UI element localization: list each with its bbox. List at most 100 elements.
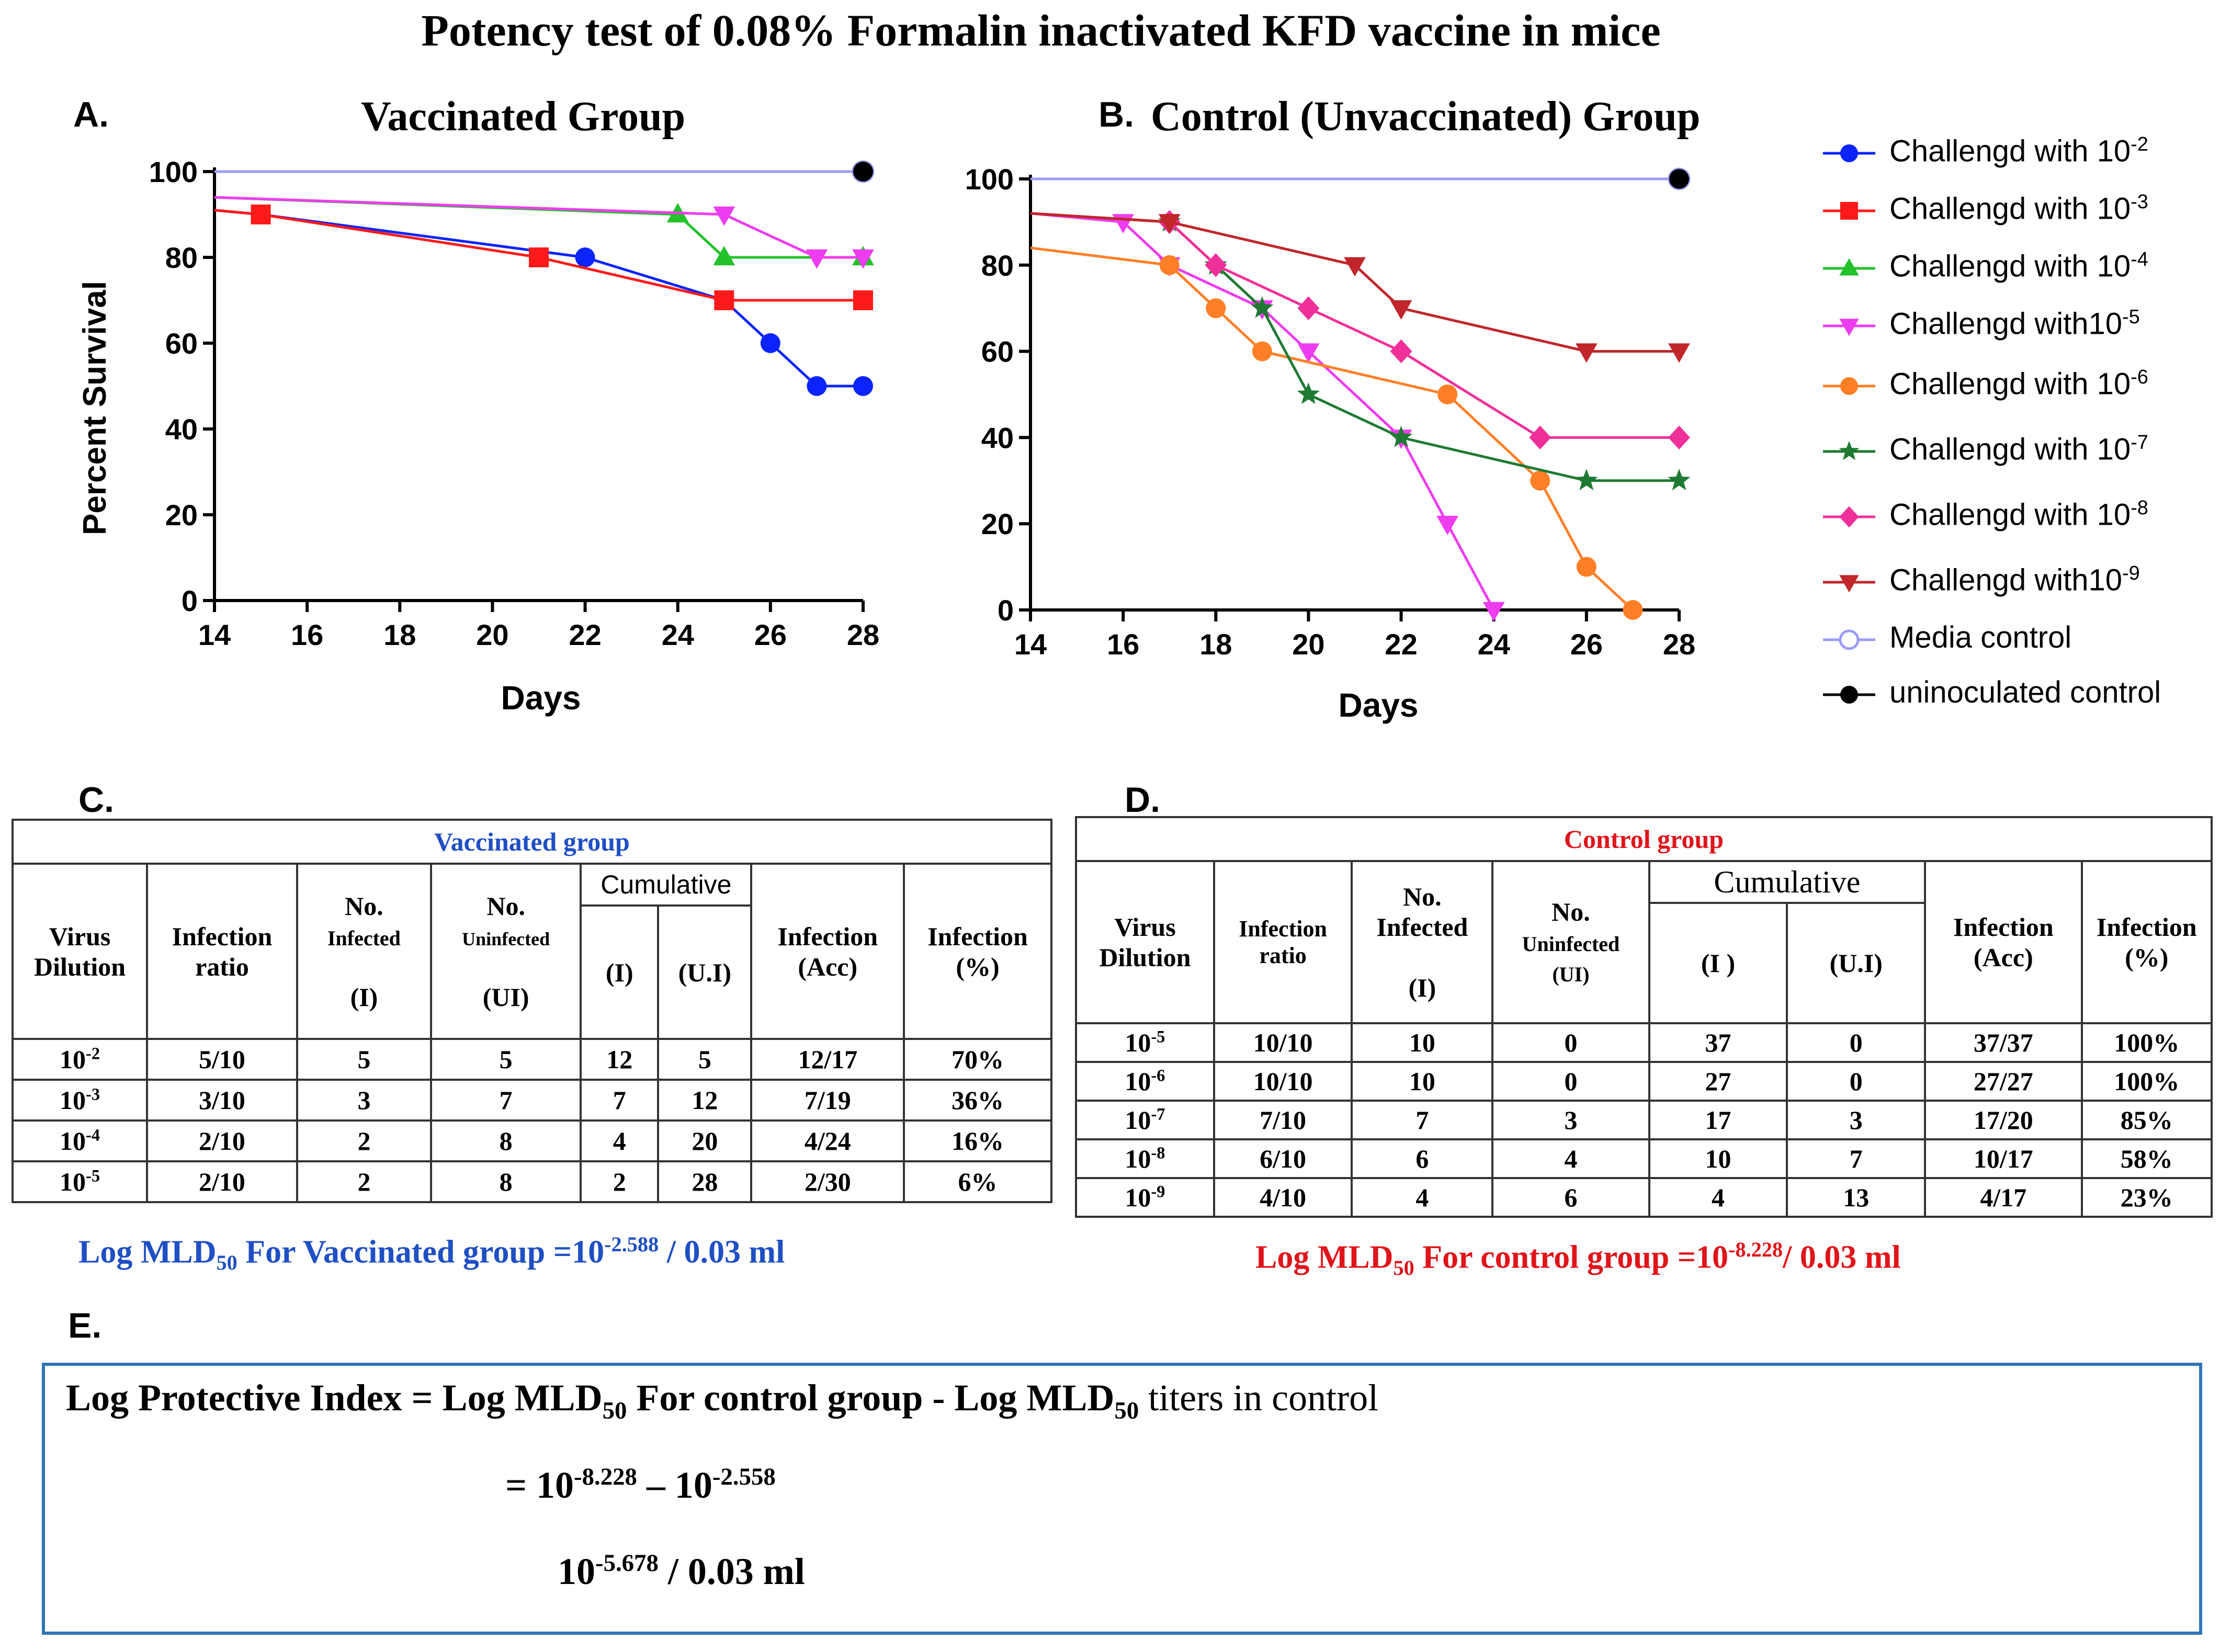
series-line [1030, 212, 1679, 353]
x-tick-label: 28 [847, 618, 879, 651]
data-point [807, 376, 827, 396]
cell-cum_i: 27 [1648, 1061, 1788, 1102]
table-control: Control group Virus Dilution Infection rat… [1075, 816, 2213, 1218]
data-point [1623, 600, 1643, 620]
data-point [1436, 516, 1459, 536]
data-point [1668, 469, 1691, 491]
cell-dil: 10-4 [11, 1119, 149, 1162]
legend-marker [1823, 202, 1875, 220]
data-point [1158, 214, 1181, 234]
data-point [1482, 602, 1505, 621]
series-line [1030, 212, 1679, 439]
legend-item: Challengd with 10-4 [1820, 248, 2148, 284]
data-point [1344, 257, 1366, 277]
cell-dil: 10-7 [1075, 1100, 1215, 1140]
cell-cum_ui: 3 [1786, 1100, 1927, 1140]
data-point [251, 205, 271, 224]
legend-item: Media control [1820, 620, 2071, 655]
data-point [1575, 343, 1598, 363]
series-line [214, 196, 863, 259]
chart-b-xlabel: Days [1339, 686, 1419, 724]
chart-a-xlabel: Days [501, 679, 581, 717]
legend-symbol [1840, 202, 1858, 220]
legend-marker [1823, 144, 1875, 162]
panel-label-e: E. [68, 1306, 102, 1345]
legend-symbol [1839, 258, 1859, 276]
data-point [1669, 169, 1689, 189]
cell-pct: 58% [2080, 1138, 2213, 1179]
cell-dil: 10-5 [1075, 1022, 1215, 1063]
th-no-infected: No. Infected (I) [1351, 860, 1494, 1024]
th-infection-ratio: Infection ratio [146, 863, 298, 1040]
cell-ratio: 4/10 [1213, 1177, 1353, 1218]
y-tick-label: 80 [981, 249, 1014, 282]
legend-marker [1823, 575, 1875, 593]
cell-pct: 100% [2080, 1061, 2213, 1102]
cell-pct: 85% [2080, 1100, 2213, 1140]
cell-cum_ui: 12 [657, 1079, 753, 1122]
x-tick-label: 16 [1107, 628, 1139, 661]
cell-cum_i: 2 [580, 1160, 660, 1203]
data-point [1252, 341, 1272, 361]
data-point [1389, 425, 1413, 447]
series-media-control [214, 160, 875, 183]
cell-cum_ui: 13 [1786, 1177, 1927, 1218]
panel-label-c: C. [78, 780, 114, 820]
cell-cum_i: 17 [1648, 1100, 1788, 1140]
data-point [1390, 339, 1412, 364]
legend-label: Challengd with 10 [1889, 134, 2131, 168]
data-point [575, 247, 595, 267]
series-challengd-with-10-6 [1030, 246, 1643, 620]
y-tick-label: 20 [981, 507, 1014, 540]
table-c-caption: Vaccinated group [12, 819, 1052, 865]
th-infection-pct: Infection (%) [903, 863, 1052, 1040]
x-tick-label: 18 [1199, 628, 1232, 661]
data-point [1251, 296, 1274, 318]
data-point [1668, 343, 1690, 363]
cell-cum_ui: 0 [1786, 1022, 1927, 1063]
data-point [1297, 296, 1320, 320]
cell-ratio: 5/10 [146, 1038, 298, 1081]
th-cumulative: Cumulative [1648, 860, 1927, 904]
data-point [760, 333, 780, 353]
cell-acc: 10/17 [1924, 1138, 2083, 1179]
cell-cum_ui: 20 [657, 1119, 753, 1162]
series-uninoculated-control [853, 162, 873, 182]
cell-cum_i: 12 [580, 1038, 660, 1081]
cell-dil: 10-8 [1075, 1138, 1215, 1179]
legend-exponent: -8 [2131, 497, 2148, 519]
th-infection-acc: Infection (Acc) [750, 863, 905, 1040]
chart-a: Percent Survival Days 0 20 40 60 80 100 14 16 18… [77, 155, 879, 717]
legend-label: Media control [1889, 620, 2072, 654]
data-point [806, 249, 828, 269]
y-tick-label: 40 [165, 413, 198, 446]
data-point [852, 249, 874, 269]
cell-acc: 2/30 [750, 1160, 905, 1203]
y-tick-label: 60 [981, 335, 1014, 368]
legend-item: Challengd with10-9 [1820, 562, 2140, 598]
th-infection-pct: Infection (%) [2080, 860, 2213, 1024]
series-challengd-with-10-3 [214, 205, 873, 310]
y-tick-label: 100 [149, 155, 198, 188]
data-point [1390, 300, 1412, 320]
th-no-uninfected: No. Uninfected (UI) [430, 863, 582, 1040]
mld-vaccinated: Log MLD50 For Vaccinated group =10-2.588… [78, 1232, 785, 1275]
data-point [1529, 425, 1551, 450]
data-point [714, 290, 734, 310]
legend-exponent: -2 [2131, 133, 2148, 155]
legend-symbol [1839, 506, 1859, 528]
y-tick-label: 60 [165, 327, 198, 360]
cell-ratio: 3/10 [146, 1079, 298, 1122]
protective-index-box: Log Protective Index = Log MLD50 For con… [42, 1363, 2202, 1635]
table-row: 10-5 2/10 2 8 2 28 2/30 6% [11, 1160, 1052, 1203]
th-no-uninfected: No. Uninfected (UI) [1491, 860, 1650, 1024]
y-tick-label: 80 [165, 241, 198, 274]
legend-exponent: -3 [2131, 191, 2148, 213]
cell-pct: 70% [903, 1038, 1052, 1081]
figure-title: Potency test of 0.08% Formalin inactivat… [421, 5, 1661, 55]
legend-exponent: -9 [2122, 562, 2140, 584]
cell-cum_ui: 0 [1786, 1061, 1927, 1102]
x-tick-label: 26 [754, 618, 787, 651]
table-row: 10-9 4/10 4 6 4 13 4/17 23% [1075, 1177, 2213, 1218]
